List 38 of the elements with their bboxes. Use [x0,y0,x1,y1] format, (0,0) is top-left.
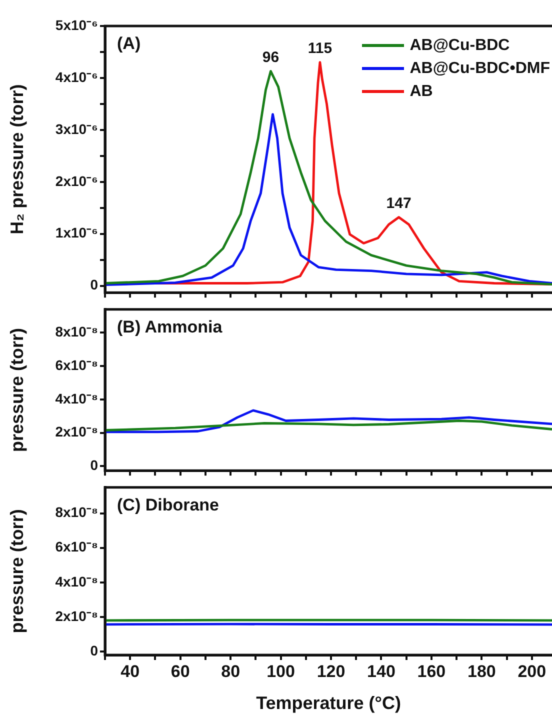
y-tick-label: 8x10⁻⁸ [55,504,98,520]
x-axis-title: Temperature (°C) [256,693,401,714]
y-tick-label: 0 [90,456,98,473]
annotation: (A) [117,34,141,54]
x-tick-label: 160 [417,662,446,681]
x-tick-label: 60 [170,662,190,681]
annotation: 96 [262,48,280,66]
legend-label: AB@Cu-BDC [410,36,510,56]
x-tick-label: 40 [120,662,140,681]
legend-label: AB [410,82,433,102]
y-tick-label: 0 [90,276,98,293]
annotation: 115 [308,40,332,58]
y-tick-label: 6x10⁻⁸ [55,356,98,373]
x-tick-label: 80 [221,662,240,681]
y-axis-title: H₂ pressure (torr) [6,84,27,234]
x-tick-label: 100 [266,662,295,681]
annotation: 147 [386,194,412,212]
x-tick-label: 200 [518,662,546,681]
x-tick-label: 140 [367,662,396,681]
y-tick-label: 4x10⁻⁶ [55,68,98,85]
annotation: (C) Diborane [117,496,219,515]
y-tick-label: 4x10⁻⁸ [55,573,98,590]
y-axis-title: pressure (torr) [6,509,27,634]
y-tick-label: 8x10⁻⁸ [55,324,98,340]
y-tick-label: 1x10⁻⁶ [55,224,98,241]
x-tick-label: 120 [316,662,346,681]
y-axis-title: pressure (torr) [6,328,27,452]
y-tick-label: 2x10⁻⁸ [55,608,98,624]
y-tick-label: 3x10⁻⁶ [55,120,98,137]
y-tick-label: 4x10⁻⁸ [55,390,98,406]
y-tick-label: 2x10⁻⁶ [55,172,98,189]
y-tick-label: 6x10⁻⁸ [55,538,98,555]
legend-label: AB@Cu-BDC•DMF [410,59,550,79]
y-tick-label: 2x10⁻⁸ [55,424,98,440]
annotation: (B) Ammonia [117,318,223,337]
y-tick-label: 0 [90,642,98,658]
x-tick-label: 180 [468,662,496,681]
y-tick-label: 5x10⁻⁶ [55,16,98,33]
